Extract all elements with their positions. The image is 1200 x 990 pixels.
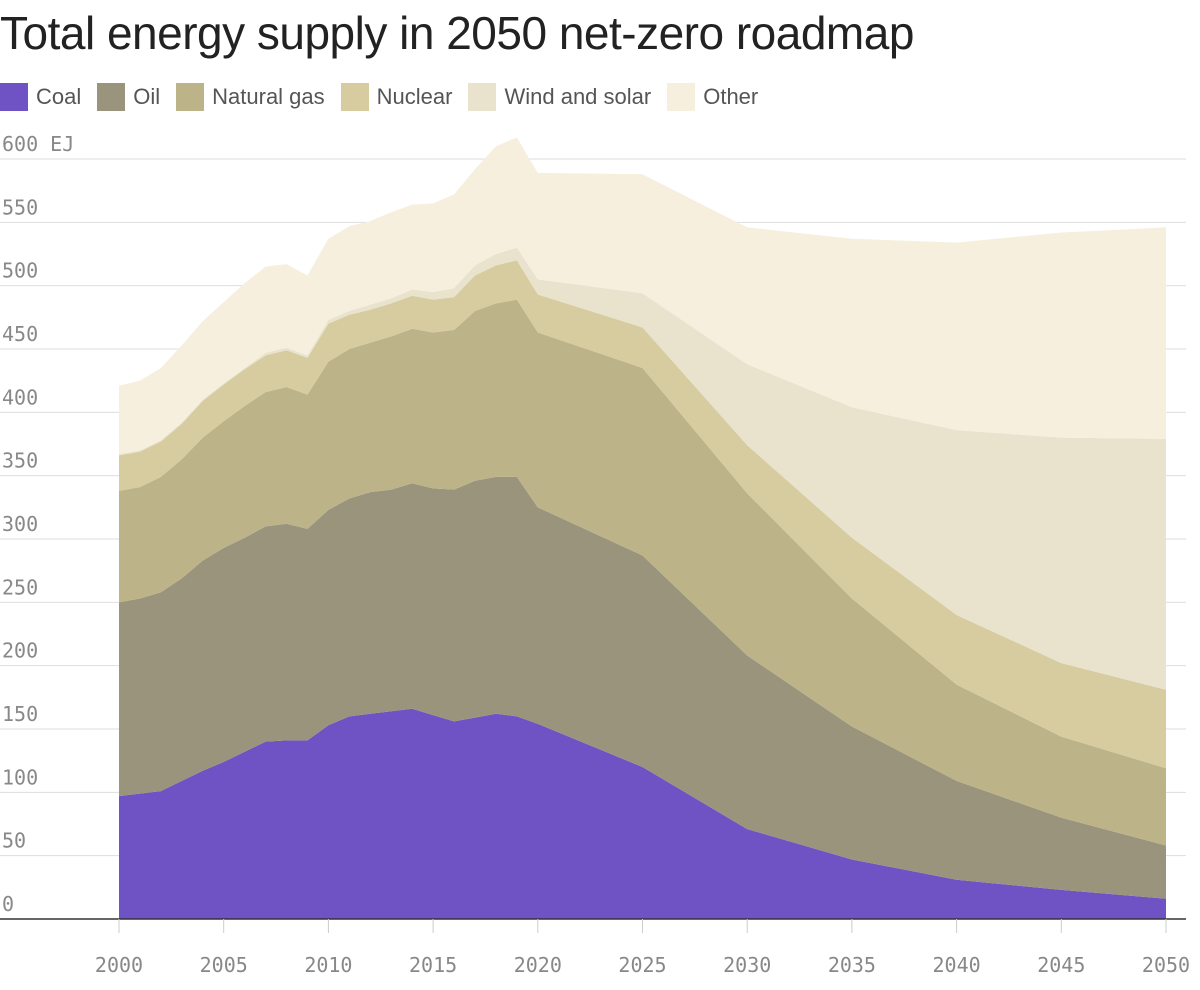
legend-label-nuclear: Nuclear	[376, 84, 453, 109]
x-tick-label-2000: 2000	[95, 953, 143, 977]
x-tick-label-2050: 2050	[1142, 953, 1190, 977]
y-tick-label-200: 200	[2, 639, 38, 663]
y-tick-label-0: 0	[2, 892, 14, 916]
legend-label-oil: Oil	[133, 84, 161, 109]
x-tick-label-2030: 2030	[723, 953, 771, 977]
chart-title: Total energy supply in 2050 net-zero roa…	[0, 7, 914, 59]
y-tick-label-250: 250	[2, 575, 38, 599]
area-nuclear	[119, 260, 1166, 769]
area-natural-gas	[119, 299, 1166, 846]
y-tick-label-150: 150	[2, 702, 38, 726]
legend: Coal Oil Natural gas Nuclear Wind and solar O…	[0, 82, 774, 112]
y-tick-label-500: 500	[2, 259, 38, 283]
legend-item-natural-gas: Natural gas	[176, 83, 325, 111]
x-tick-label-2040: 2040	[933, 953, 981, 977]
legend-swatch-wind-and-solar	[468, 83, 497, 111]
y-tick-label-350: 350	[2, 449, 38, 473]
x-tick-label-2020: 2020	[514, 953, 562, 977]
legend-swatch-nuclear	[340, 83, 369, 111]
y-tick-label-50: 50	[2, 829, 26, 853]
y-tick-label-600: 600 EJ	[2, 132, 74, 156]
area-other	[119, 137, 1166, 455]
legend-item-oil: Oil	[97, 83, 160, 111]
x-tick-label-2010: 2010	[304, 953, 352, 977]
area-layer	[119, 137, 1166, 919]
legend-item-coal: Coal	[0, 83, 81, 111]
area-wind-and-solar	[119, 247, 1166, 690]
legend-swatch-other	[667, 83, 696, 111]
y-tick-label-450: 450	[2, 322, 38, 346]
legend-label-coal: Coal	[36, 84, 82, 109]
legend-label-wind-and-solar: Wind and solar	[504, 84, 652, 109]
x-tick-label-2025: 2025	[618, 953, 666, 977]
axis-layer: 2000 2005 2010 2015 2020 2025 2030 2035 2040 2045…	[0, 918, 1190, 977]
area-coal	[119, 708, 1166, 919]
x-tick-label-2035: 2035	[828, 953, 876, 977]
x-tick-label-2045: 2045	[1037, 953, 1085, 977]
legend-item-wind-and-solar: Wind and solar	[468, 83, 651, 111]
y-tick-label-100: 100	[2, 765, 38, 789]
legend-swatch-coal	[0, 83, 28, 111]
y-tick-label-300: 300	[2, 512, 38, 536]
area-oil	[119, 476, 1166, 899]
legend-swatch-oil	[97, 83, 126, 111]
legend-label-other: Other	[703, 84, 759, 109]
x-tick-label-2015: 2015	[409, 953, 457, 977]
x-tick-label-2005: 2005	[200, 953, 248, 977]
legend-item-nuclear: Nuclear	[340, 83, 453, 111]
legend-swatch-natural-gas	[176, 83, 205, 111]
y-tick-label-550: 550	[2, 195, 38, 219]
legend-label-natural-gas: Natural gas	[212, 84, 325, 109]
legend-item-other: Other	[667, 83, 758, 111]
y-tick-label-400: 400	[2, 385, 38, 409]
